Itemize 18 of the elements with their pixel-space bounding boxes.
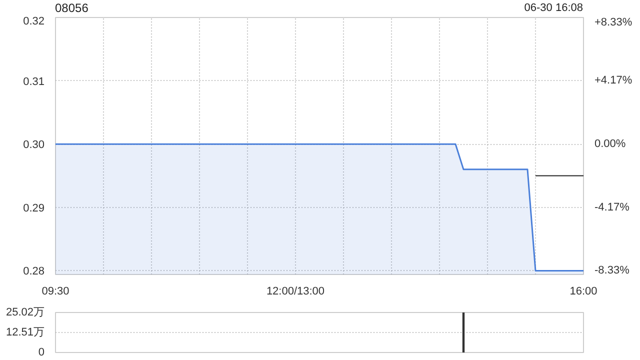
y-tick-label: 0.31 (23, 76, 45, 88)
y2-tick-label: +8.33% (594, 16, 632, 28)
text: 06-30 16:08 (524, 1, 583, 16)
x-tick-label: 09:30 (42, 286, 70, 298)
y-tick-label: 0.29 (23, 202, 45, 214)
y-tick-label: 0.32 (23, 16, 45, 28)
y-tick-label: 0 (38, 346, 45, 358)
y2-tick-label: -8.33% (594, 264, 630, 277)
y-tick-label: 0.28 (23, 266, 45, 278)
y2-tick-label: -4.17% (594, 201, 630, 214)
y-tick-label: 0.30 (23, 139, 45, 152)
y-tick-label: 12.51万 (6, 326, 45, 338)
y-tick-label: 25.02万 (6, 306, 45, 318)
x-tick-label: 12:00/13:00 (266, 286, 325, 298)
y2-tick-label: 0.00% (594, 138, 626, 150)
chart-title: 08056 (55, 0, 88, 16)
x-tick-label: 16:00 (570, 286, 598, 298)
y2-tick-label: +4.17% (594, 74, 632, 87)
